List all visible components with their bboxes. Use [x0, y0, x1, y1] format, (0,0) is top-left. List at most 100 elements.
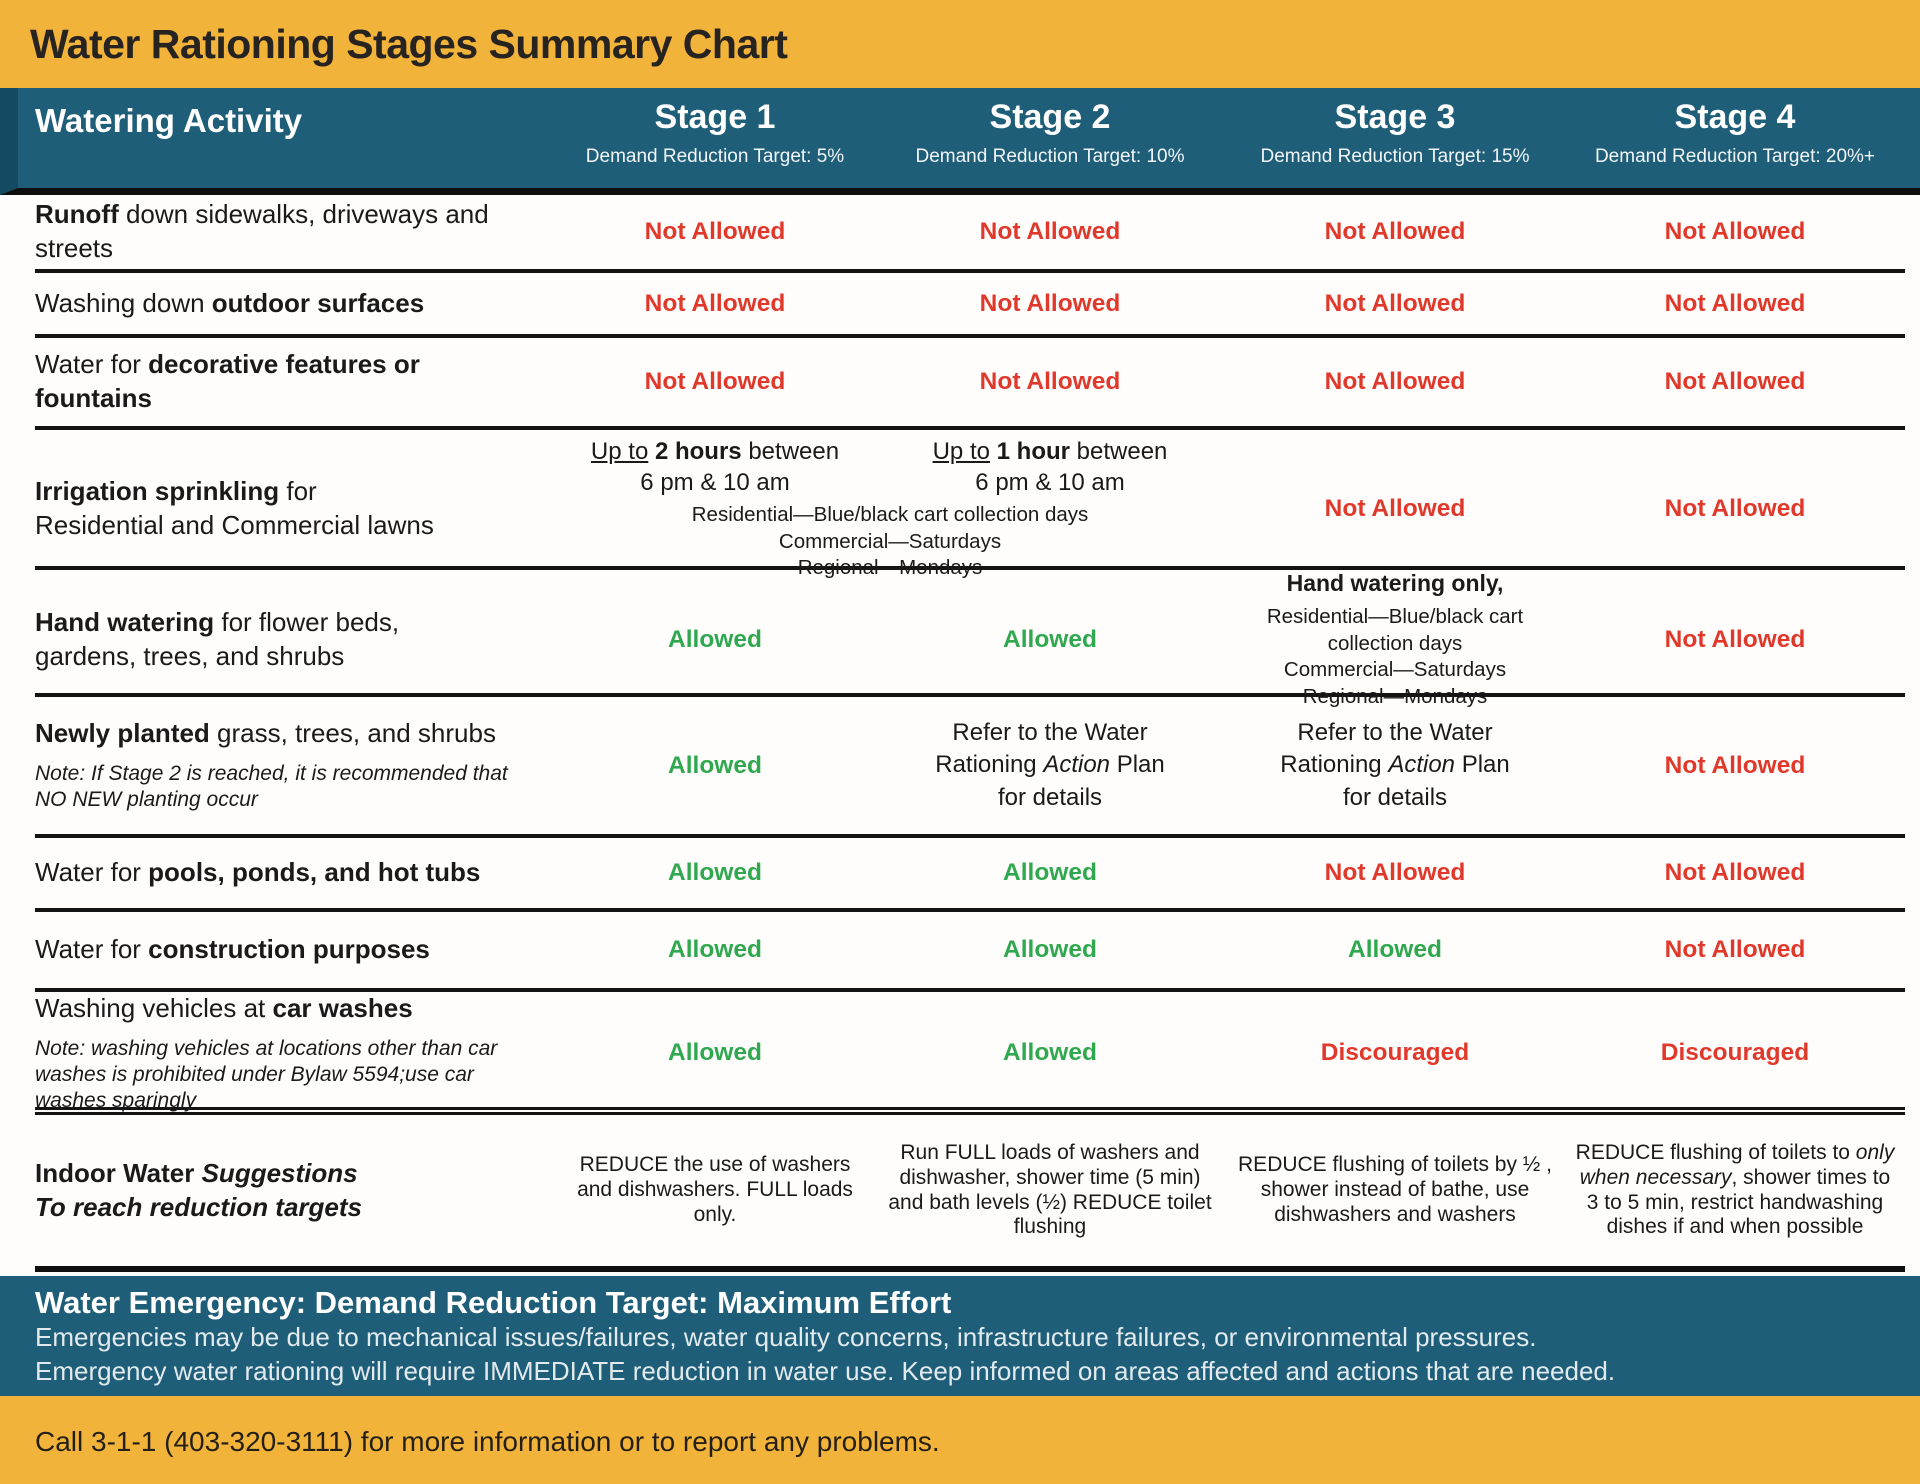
between-text: between — [741, 438, 840, 465]
status-stage-3: Not Allowed — [1324, 368, 1466, 395]
column-header-stage-2: Stage 2 Demand Reduction Target: 10% — [875, 98, 1225, 188]
refer-text: Refer to the Water Rationing — [1280, 718, 1493, 779]
activity-label: Washing vehicles at car washes Note: was… — [35, 992, 555, 1115]
table-row-indoor-water-suggestions: Indoor Water Suggestions To reach reduct… — [35, 1115, 1905, 1272]
activity-text: down sidewalks, driveways and streets — [35, 199, 489, 263]
activity-bold: construction purposes — [148, 934, 430, 965]
activity-label: Washing down outdoor surfaces — [35, 287, 555, 321]
activity-label: Runoff down sidewalks, driveways and str… — [35, 198, 555, 266]
activity-text-line2: Residential and Commercial lawns — [35, 509, 434, 540]
status-stage-3: Not Allowed — [1324, 494, 1466, 522]
status-stage-1: Allowed — [668, 936, 762, 963]
status-stage-2: Allowed — [1003, 626, 1097, 654]
table-row-runoff: Runoff down sidewalks, driveways and str… — [35, 195, 1905, 273]
activity-text: grass, trees, and shrubs — [209, 718, 496, 749]
schedule-commercial: Commercial—Saturdays — [1283, 658, 1507, 682]
table-row-decorative-features: Water for decorative features or fountai… — [35, 338, 1905, 430]
stage-4-target: Demand Reduction Target: 20%+ — [1594, 146, 1876, 168]
emergency-line-2: Emergency water rationing will require I… — [35, 1355, 1616, 1386]
activity-bold: Hand watering — [35, 607, 215, 638]
status-stage-3: Allowed — [1348, 936, 1442, 963]
activity-bold: Newly planted — [35, 718, 210, 749]
column-header-stage-3: Stage 3 Demand Reduction Target: 15% — [1225, 98, 1565, 188]
table-row-hand-watering: Hand watering for flower beds, gardens, … — [35, 570, 1905, 708]
activity-bold: Irrigation sprinkling — [35, 475, 280, 506]
time-window: 6 pm & 10 am — [640, 469, 790, 497]
status-stage-4: Not Allowed — [1664, 626, 1806, 654]
collection-day-schedule: Residential—Blue/black cart collection d… — [555, 502, 1225, 581]
activity-bold: outdoor surfaces — [211, 287, 425, 318]
status-stage-4: Not Allowed — [1664, 494, 1806, 522]
stage-4-name: Stage 4 — [1674, 98, 1796, 136]
time-window: 6 pm & 10 am — [975, 469, 1125, 497]
activity-note: Note: washing vehicles at locations othe… — [35, 1036, 498, 1113]
stage-2-refer-cell: Refer to the Water Rationing Action Plan… — [875, 717, 1225, 814]
stage-2-hours-cell: Up to 1 hour between 6 pm & 10 am — [875, 436, 1225, 498]
activity-label: Water for pools, ponds, and hot tubs — [35, 856, 555, 890]
activity-bold: decorative features or fountains — [35, 349, 420, 413]
status-stage-3: Discouraged — [1320, 1039, 1470, 1067]
refer-text: Refer to the Water Rationing — [935, 718, 1148, 779]
activity-label: Irrigation sprinkling for Residential an… — [35, 475, 555, 543]
stage-1-name: Stage 1 — [654, 98, 776, 136]
emergency-line-1: Emergencies may be due to mechanical iss… — [35, 1322, 1537, 1352]
refer-text-end: Plan for details — [997, 751, 1165, 811]
refer-action-italic: Action — [1388, 751, 1456, 779]
status-stage-4: Not Allowed — [1664, 936, 1806, 963]
stage-1-target: Demand Reduction Target: 5% — [585, 146, 845, 168]
activity-subtitle: To reach reduction targets — [35, 1191, 362, 1222]
activity-text: for flower beds, — [214, 607, 400, 638]
status-stage-1: Not Allowed — [644, 368, 786, 395]
status-stage-4: Not Allowed — [1664, 751, 1806, 779]
activity-text: Washing vehicles at — [35, 993, 273, 1023]
activity-bold: car washes — [272, 993, 413, 1023]
emergency-title: Water Emergency: Demand Reduction Target… — [35, 1285, 952, 1320]
activity-text-line2: gardens, trees, and shrubs — [35, 641, 345, 672]
hand-watering-only-heading: Hand watering only, — [1286, 570, 1504, 596]
stage-2-target: Demand Reduction Target: 10% — [915, 146, 1185, 168]
activity-label: Newly planted grass, trees, and shrubs N… — [35, 717, 555, 813]
table-row-construction: Water for construction purposes Allowed … — [35, 912, 1905, 992]
activity-label: Hand watering for flower beds, gardens, … — [35, 606, 555, 674]
between-text: between — [1069, 438, 1168, 465]
upto-underlined: Up to — [932, 438, 990, 465]
status-stage-1: Allowed — [668, 859, 762, 886]
table-row-pools-ponds-hot-tubs: Water for pools, ponds, and hot tubs All… — [35, 838, 1905, 912]
table-header-row: Watering Activity Stage 1 Demand Reducti… — [0, 88, 1920, 195]
status-stage-1: Not Allowed — [644, 218, 786, 245]
status-stage-4: Not Allowed — [1664, 859, 1806, 886]
contact-banner: Call 3-1-1 (403-320-3111) for more infor… — [0, 1396, 1920, 1484]
stage-3-suggestion: REDUCE flushing of toilets by ½ , shower… — [1238, 1153, 1552, 1226]
schedule-residential: Residential—Blue/black cart collection d… — [691, 503, 1089, 527]
table-row-irrigation-sprinkling: Irrigation sprinkling for Residential an… — [35, 430, 1905, 579]
activity-bold: Indoor Water — [35, 1157, 202, 1188]
status-stage-4: Not Allowed — [1664, 289, 1806, 317]
stage-2-name: Stage 2 — [989, 98, 1111, 136]
schedule-regional: Regional—Mondays — [797, 555, 983, 579]
schedule-residential: Residential—Blue/black cart collection d… — [1266, 605, 1524, 655]
status-stage-1: Allowed — [668, 1039, 762, 1067]
activity-text: Washing down — [35, 287, 212, 318]
stage-3-refer-cell: Refer to the Water Rationing Action Plan… — [1225, 717, 1565, 814]
stage-3-hand-watering-cell: Hand watering only, Residential—Blue/bla… — [1225, 570, 1565, 711]
status-stage-2: Allowed — [1003, 859, 1097, 886]
status-stage-1: Allowed — [668, 751, 762, 779]
activity-label: Water for construction purposes — [35, 933, 555, 967]
contact-phone-text: Call 3-1-1 (403-320-3111) for more infor… — [35, 1426, 940, 1457]
stage-1-suggestion: REDUCE the use of washers and dishwasher… — [577, 1153, 853, 1226]
water-emergency-banner: Water Emergency: Demand Reduction Target… — [0, 1276, 1920, 1396]
table-row-newly-planted: Newly planted grass, trees, and shrubs N… — [35, 697, 1905, 838]
status-stage-1: Allowed — [668, 626, 762, 654]
status-stage-2: Allowed — [1003, 1039, 1097, 1067]
column-header-stage-4: Stage 4 Demand Reduction Target: 20%+ — [1565, 98, 1905, 188]
status-stage-3: Not Allowed — [1324, 859, 1466, 886]
status-stage-2: Not Allowed — [979, 368, 1121, 395]
status-stage-4: Not Allowed — [1664, 218, 1806, 245]
stage-1-hours-cell: Up to 2 hours between 6 pm & 10 am — [555, 436, 875, 498]
status-stage-3: Not Allowed — [1324, 289, 1466, 317]
title-band: Water Rationing Stages Summary Chart — [0, 0, 1920, 88]
activity-note: Note: If Stage 2 is reached, it is recom… — [35, 762, 508, 812]
status-stage-2: Not Allowed — [979, 289, 1121, 317]
refer-action-italic: Action — [1043, 751, 1111, 779]
